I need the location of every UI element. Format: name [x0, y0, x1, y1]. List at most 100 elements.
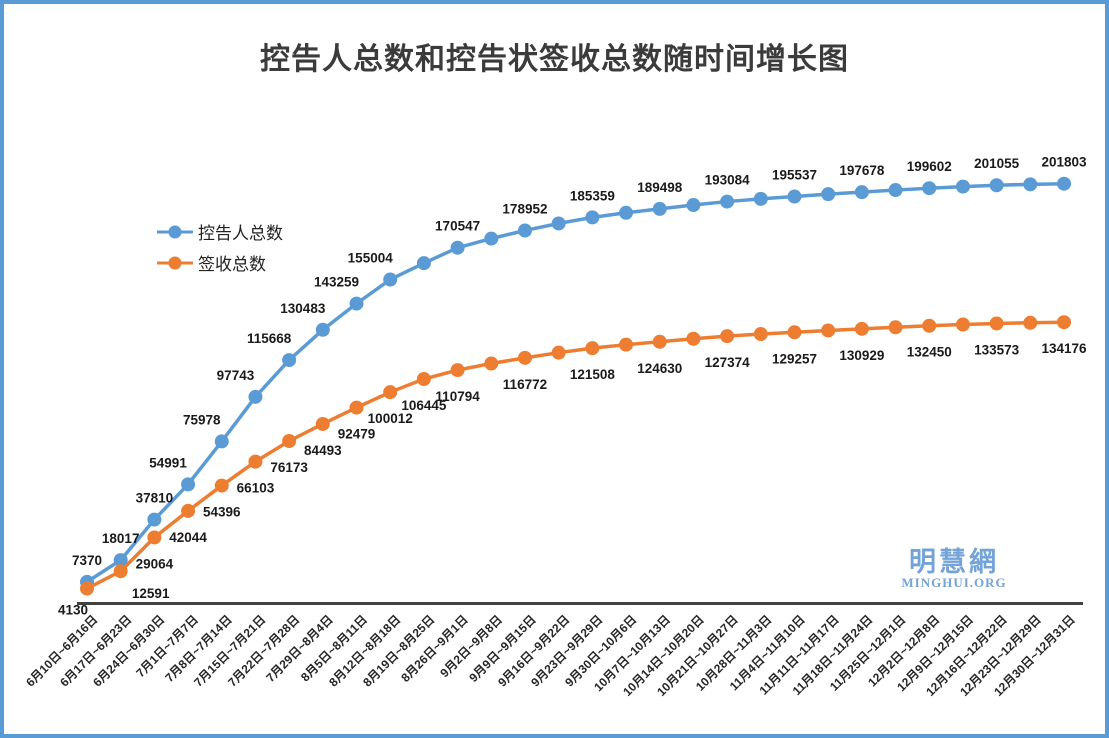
- data-point-plaintiffs: [248, 389, 263, 404]
- data-point-receipts: [922, 318, 937, 333]
- data-label: 130929: [839, 348, 884, 363]
- data-point-plaintiffs: [484, 231, 499, 246]
- data-point-receipts: [282, 433, 297, 448]
- data-point-plaintiffs: [450, 240, 465, 255]
- data-point-plaintiffs: [214, 434, 229, 449]
- legend: 控告人总数 签收总数: [154, 216, 283, 278]
- data-label: 7370: [72, 553, 102, 568]
- data-point-receipts: [416, 372, 431, 387]
- data-label: 129257: [772, 351, 817, 366]
- data-point-receipts: [551, 345, 566, 360]
- data-point-plaintiffs: [147, 512, 162, 527]
- watermark-cjk-text: 明慧網: [909, 547, 999, 577]
- data-label: 37810: [136, 491, 174, 506]
- data-point-receipts: [686, 331, 701, 346]
- data-label: 201055: [974, 156, 1020, 171]
- data-label: 92479: [338, 427, 376, 442]
- data-point-receipts: [1023, 315, 1038, 330]
- data-label: 42044: [169, 530, 207, 545]
- data-label: 197678: [839, 163, 885, 178]
- data-point-receipts: [214, 478, 229, 493]
- data-point-plaintiffs: [720, 194, 735, 209]
- data-point-receipts: [854, 321, 869, 336]
- data-point-plaintiffs: [821, 187, 836, 202]
- data-point-plaintiffs: [787, 189, 802, 204]
- data-point-plaintiffs: [1057, 176, 1071, 191]
- data-label: 155004: [348, 251, 394, 266]
- data-point-plaintiffs: [652, 201, 667, 216]
- data-label: 4130: [58, 603, 88, 618]
- data-label: 134176: [1041, 341, 1087, 356]
- data-point-receipts: [517, 350, 532, 365]
- data-label: 18017: [102, 531, 140, 546]
- data-label: 116772: [503, 377, 547, 392]
- data-point-receipts: [248, 454, 263, 469]
- data-point-receipts: [315, 416, 330, 431]
- data-point-receipts: [989, 316, 1004, 331]
- data-label: 75978: [183, 412, 221, 427]
- data-point-plaintiffs: [854, 185, 869, 200]
- data-label: 133573: [974, 342, 1020, 357]
- data-label: 132450: [907, 345, 952, 360]
- legend-label: 签收总数: [198, 255, 266, 274]
- data-point-receipts: [349, 400, 364, 415]
- data-point-receipts: [1057, 315, 1071, 330]
- data-point-receipts: [720, 329, 735, 344]
- data-label: 54396: [203, 505, 241, 520]
- data-label: 124630: [637, 361, 682, 376]
- data-point-plaintiffs: [315, 322, 330, 337]
- data-point-receipts: [753, 327, 768, 342]
- legend-marker-icon: [157, 256, 193, 269]
- data-point-receipts: [484, 356, 499, 371]
- data-label: 127374: [705, 355, 751, 370]
- data-point-plaintiffs: [349, 296, 364, 311]
- minghui-watermark: 明慧網 MINGHUI.ORG: [884, 548, 1024, 590]
- data-label: 76173: [270, 460, 308, 475]
- data-point-plaintiffs: [955, 179, 970, 194]
- data-label: 66103: [237, 481, 275, 496]
- data-point-plaintiffs: [517, 223, 532, 238]
- legend-label: 控告人总数: [198, 224, 283, 243]
- data-label: 12591: [132, 586, 170, 601]
- data-label: 115668: [247, 331, 292, 346]
- data-label: 130483: [280, 301, 326, 316]
- data-point-plaintiffs: [888, 183, 903, 198]
- data-label: 143259: [314, 275, 359, 290]
- data-point-plaintiffs: [1023, 177, 1038, 192]
- data-point-receipts: [80, 581, 94, 596]
- data-label: 54991: [149, 455, 187, 470]
- data-point-plaintiffs: [416, 256, 431, 271]
- data-label: 170547: [435, 219, 480, 234]
- data-point-plaintiffs: [551, 216, 566, 231]
- data-point-plaintiffs: [922, 181, 937, 196]
- data-point-plaintiffs: [181, 477, 196, 492]
- data-label: 97743: [217, 368, 255, 383]
- data-point-plaintiffs: [282, 353, 297, 368]
- data-label: 195537: [772, 168, 817, 183]
- data-label: 106445: [401, 398, 447, 413]
- data-label: 29064: [136, 556, 174, 571]
- data-point-receipts: [652, 334, 667, 349]
- data-label: 185359: [570, 188, 615, 203]
- chart-title: 控告人总数和控告状签收总数随时间增长图: [260, 43, 849, 76]
- data-point-receipts: [787, 325, 802, 340]
- data-label: 189498: [637, 180, 683, 195]
- data-label: 201803: [1041, 155, 1087, 170]
- data-point-plaintiffs: [383, 272, 398, 287]
- data-point-receipts: [619, 337, 634, 352]
- data-point-receipts: [888, 320, 903, 335]
- data-label: 100012: [368, 411, 413, 426]
- watermark-latin-text: MINGHUI.ORG: [901, 575, 1007, 590]
- data-label: 193084: [705, 173, 751, 188]
- data-point-plaintiffs: [686, 198, 701, 213]
- legend-item-plaintiffs: 控告人总数: [154, 216, 283, 247]
- data-label: 199602: [907, 159, 952, 174]
- legend-marker-icon: [157, 225, 193, 238]
- data-label: 178952: [502, 202, 547, 217]
- data-point-receipts: [181, 503, 196, 518]
- data-point-receipts: [147, 530, 162, 545]
- data-point-plaintiffs: [113, 553, 128, 568]
- data-point-receipts: [955, 317, 970, 332]
